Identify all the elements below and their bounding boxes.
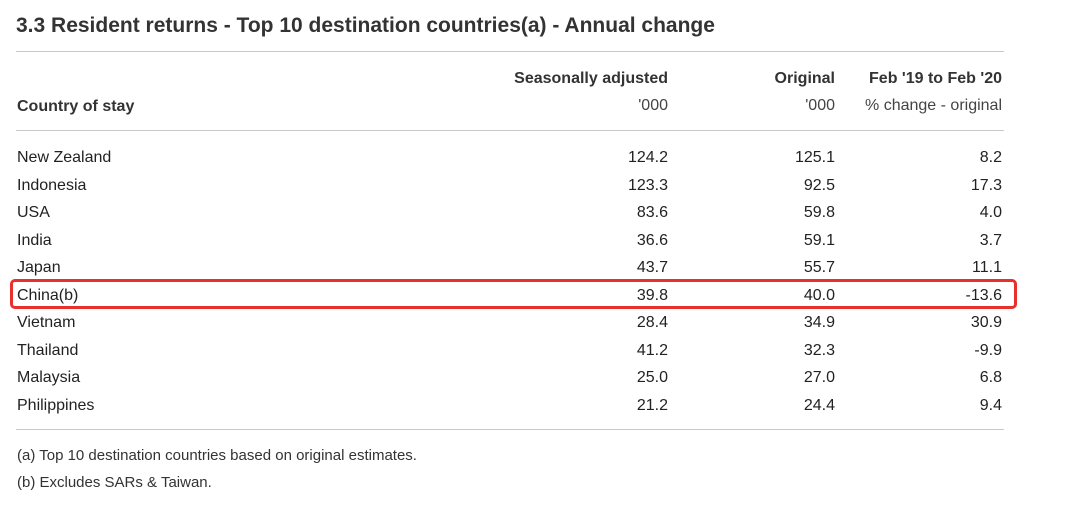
header-bottom-divider — [16, 130, 1004, 131]
seasonally-adjusted-cell: 83.6 — [636, 204, 668, 221]
country-cell: Indonesia — [17, 177, 87, 194]
original-cell: 24.4 — [803, 397, 835, 414]
seasonally-adjusted-cell: 123.3 — [627, 177, 668, 194]
table-title: 3.3 Resident returns - Top 10 destinatio… — [16, 14, 715, 37]
header-seasonally-adjusted: Seasonally adjusted — [514, 70, 668, 87]
original-cell: 59.8 — [803, 204, 835, 221]
original-cell: 125.1 — [794, 149, 835, 166]
percent-change-cell: 9.4 — [979, 397, 1002, 414]
percent-change-cell: 3.7 — [979, 232, 1002, 249]
seasonally-adjusted-cell: 43.7 — [636, 259, 668, 276]
country-cell: USA — [17, 204, 50, 221]
percent-change-cell: -13.6 — [965, 287, 1002, 304]
country-cell: New Zealand — [17, 149, 112, 166]
country-cell: Japan — [17, 259, 61, 276]
original-cell: 40.0 — [803, 287, 835, 304]
header-period: Feb '19 to Feb '20 — [869, 70, 1002, 87]
seasonally-adjusted-cell: 36.6 — [636, 232, 668, 249]
china-row-highlight-box — [10, 279, 1017, 309]
seasonally-adjusted-cell: 41.2 — [636, 342, 668, 359]
original-cell: 27.0 — [803, 369, 835, 386]
percent-change-cell: 11.1 — [972, 259, 1002, 276]
original-cell: 59.1 — [803, 232, 835, 249]
country-cell: China(b) — [17, 287, 79, 304]
seasonally-adjusted-cell: 28.4 — [636, 314, 668, 331]
footnote-b: (b) Excludes SARs & Taiwan. — [17, 474, 212, 491]
percent-change-cell: -9.9 — [974, 342, 1002, 359]
seasonally-adjusted-cell: 39.8 — [636, 287, 668, 304]
header-country-of-stay: Country of stay — [17, 98, 135, 115]
original-cell: 32.3 — [803, 342, 835, 359]
header-top-divider — [16, 51, 1004, 52]
percent-change-cell: 4.0 — [979, 204, 1002, 221]
country-cell: Vietnam — [17, 314, 76, 331]
header-unit-change: % change - original — [865, 97, 1002, 114]
original-cell: 92.5 — [803, 177, 835, 194]
seasonally-adjusted-cell: 25.0 — [636, 369, 668, 386]
table-bottom-divider — [16, 429, 1004, 430]
header-unit-original: '000 — [805, 97, 835, 114]
percent-change-cell: 6.8 — [979, 369, 1002, 386]
country-cell: India — [17, 232, 52, 249]
seasonally-adjusted-cell: 21.2 — [636, 397, 668, 414]
footnote-a: (a) Top 10 destination countries based o… — [17, 447, 417, 464]
header-unit-sa: '000 — [638, 97, 668, 114]
seasonally-adjusted-cell: 124.2 — [627, 149, 668, 166]
country-cell: Thailand — [17, 342, 79, 359]
header-original: Original — [774, 70, 835, 87]
original-cell: 34.9 — [803, 314, 835, 331]
percent-change-cell: 30.9 — [970, 314, 1002, 331]
country-cell: Malaysia — [17, 369, 81, 386]
country-cell: Philippines — [17, 397, 95, 414]
original-cell: 55.7 — [803, 259, 835, 276]
percent-change-cell: 17.3 — [970, 177, 1002, 194]
percent-change-cell: 8.2 — [979, 149, 1002, 166]
